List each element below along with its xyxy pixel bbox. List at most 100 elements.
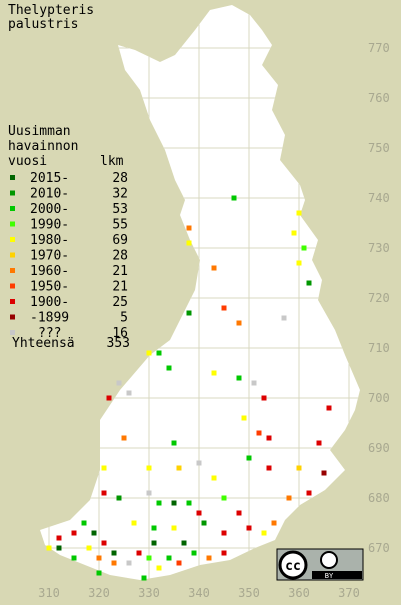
legend-count: 28 [112, 171, 128, 186]
observation-square [256, 430, 262, 436]
title: palustris [8, 17, 78, 32]
legend-label: 1980- [30, 233, 69, 248]
legend-label: 2015- [30, 171, 69, 186]
legend-count: 53 [112, 202, 128, 217]
observation-square [191, 550, 197, 556]
observation-square [271, 520, 277, 526]
legend-swatch [10, 314, 15, 320]
y-tick-label: 770 [368, 41, 390, 55]
observation-square [111, 550, 117, 556]
legend-label: -1899 [30, 311, 69, 326]
observation-square [131, 520, 137, 526]
observation-square [116, 495, 122, 501]
cc-badge: cc BY [276, 548, 364, 581]
observation-square [156, 500, 162, 506]
legend-header: havainnon [8, 139, 78, 154]
observation-square [221, 495, 227, 501]
observation-square [186, 225, 192, 231]
legend-swatch [10, 190, 15, 196]
cc-text: cc [285, 559, 301, 574]
legend-count: 69 [112, 233, 128, 248]
y-tick-label: 670 [368, 541, 390, 555]
legend-header: Uusimman [8, 124, 71, 139]
observation-square [56, 535, 62, 541]
observation-square [231, 195, 237, 201]
observation-square [56, 545, 62, 551]
observation-square [156, 565, 162, 571]
observation-square [71, 555, 77, 561]
by-icon [320, 551, 338, 569]
observation-square [151, 525, 157, 531]
observation-square [146, 350, 152, 356]
observation-square [281, 315, 287, 321]
legend-count: 16 [112, 326, 128, 341]
observation-square [71, 530, 77, 536]
observation-square [146, 490, 152, 496]
observation-square [101, 490, 107, 496]
observation-square [116, 380, 122, 386]
legend-count: 21 [112, 264, 128, 279]
observation-square [326, 405, 332, 411]
legend-count: 28 [112, 249, 128, 264]
legend-count: 21 [112, 280, 128, 295]
observation-square [221, 305, 227, 311]
total-label: Yhteensä [12, 336, 75, 351]
finland-outline [40, 5, 360, 580]
x-tick-label: 340 [188, 586, 210, 600]
observation-square [176, 465, 182, 471]
x-tick-label: 310 [38, 586, 60, 600]
observation-square [186, 500, 192, 506]
observation-square [111, 560, 117, 566]
legend-swatch [10, 237, 15, 242]
observation-square [181, 540, 187, 546]
legend-label: 1950- [30, 280, 69, 295]
observation-square [301, 245, 307, 251]
observation-square [211, 475, 217, 481]
y-tick-label: 700 [368, 391, 390, 405]
observation-square [296, 210, 302, 216]
legend-swatch [10, 330, 15, 335]
observation-square [166, 365, 172, 371]
observation-square [296, 465, 302, 471]
observation-square [266, 435, 272, 441]
y-tick-label: 720 [368, 291, 390, 305]
legend-label: 1970- [30, 249, 69, 264]
observation-square [206, 555, 212, 561]
legend-swatch [10, 175, 15, 180]
observation-square [236, 320, 242, 326]
observation-square [246, 525, 252, 531]
observation-square [146, 465, 152, 471]
observation-square [101, 465, 107, 471]
observation-square [221, 530, 227, 536]
observation-square [261, 530, 267, 536]
observation-square [151, 540, 157, 546]
observation-square [96, 570, 102, 576]
observation-square [166, 555, 172, 561]
legend-count-header: lkm [100, 154, 124, 169]
legend-count: 32 [112, 187, 128, 202]
y-tick-label: 680 [368, 491, 390, 505]
legend-label: 2000- [30, 202, 69, 217]
legend-swatch [10, 221, 15, 227]
legend-count: 5 [120, 311, 128, 326]
observation-square [246, 455, 252, 461]
observation-square [86, 545, 92, 551]
x-tick-label: 330 [138, 586, 160, 600]
y-tick-label: 750 [368, 141, 390, 155]
legend-swatch [10, 206, 15, 211]
observation-square [266, 465, 272, 471]
legend-label: 1960- [30, 264, 69, 279]
x-tick-label: 350 [238, 586, 260, 600]
legend-label: ??? [38, 326, 61, 341]
y-tick-label: 690 [368, 441, 390, 455]
observation-square [171, 440, 177, 446]
legend-swatch [10, 283, 15, 289]
observation-square [316, 440, 322, 446]
y-tick-label: 760 [368, 91, 390, 105]
observation-square [186, 310, 192, 316]
y-tick-label: 740 [368, 191, 390, 205]
legend-swatch [10, 252, 15, 258]
observation-square [211, 265, 217, 271]
x-tick-label: 320 [88, 586, 110, 600]
